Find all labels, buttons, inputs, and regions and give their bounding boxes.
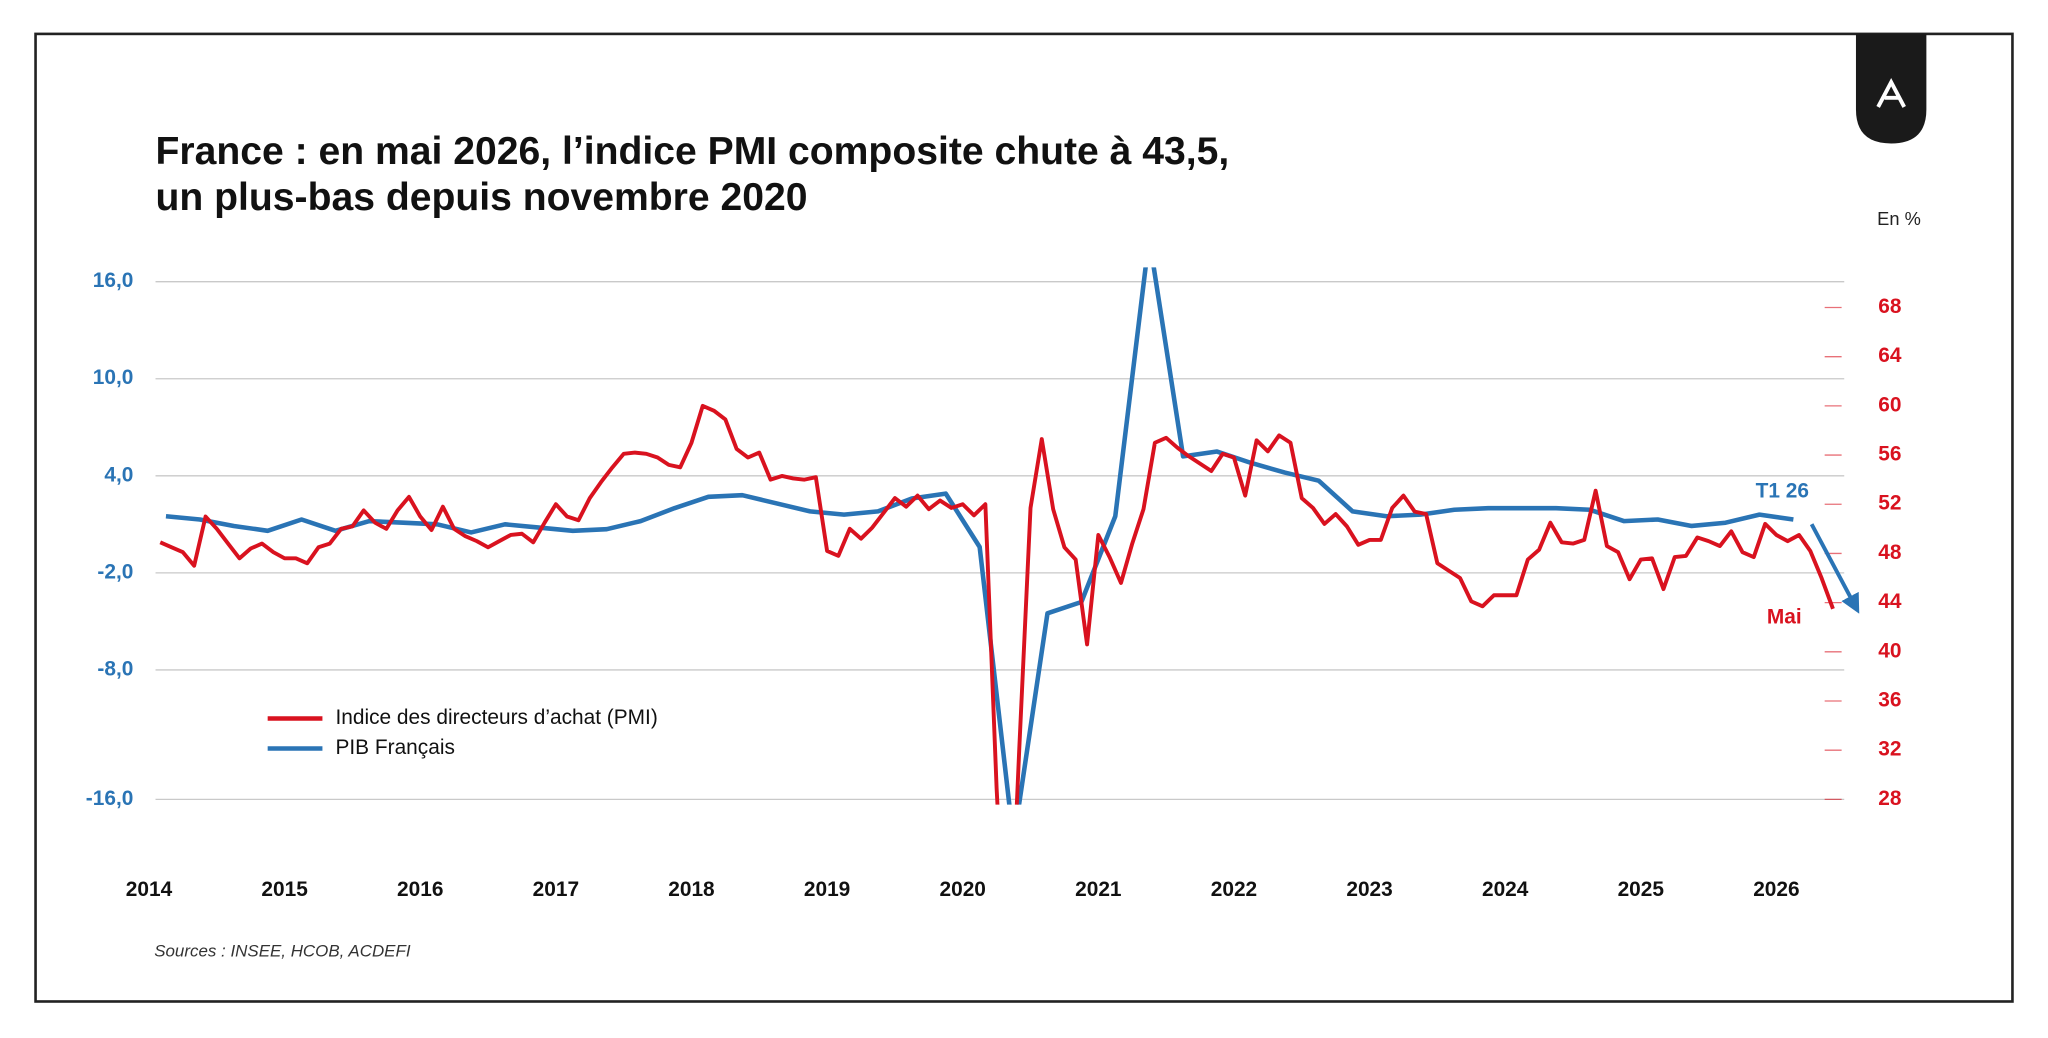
x-tick-label: 2020 bbox=[940, 878, 986, 901]
legend-label: Indice des directeurs d’achat (PMI) bbox=[335, 706, 657, 729]
x-tick-label: 2023 bbox=[1346, 878, 1392, 901]
y2-tick-label: 40 bbox=[1878, 639, 1901, 662]
y2-tick-label: 32 bbox=[1878, 738, 1901, 761]
unit-label: En % bbox=[1877, 208, 1921, 229]
trend-arrow bbox=[1809, 523, 1860, 614]
y-tick-label: 10,0 bbox=[93, 366, 134, 389]
y2-tick-label: 52 bbox=[1878, 492, 1901, 515]
logo-mark bbox=[1876, 77, 1906, 108]
y-tick-label: -8,0 bbox=[97, 657, 133, 680]
y2-tick-label: 64 bbox=[1878, 344, 1902, 367]
x-tick-label: 2015 bbox=[261, 878, 308, 901]
y2-tick-label: 60 bbox=[1878, 393, 1901, 416]
y2-tick-label: 68 bbox=[1878, 295, 1901, 318]
x-tick-label: 2024 bbox=[1482, 878, 1529, 901]
y-tick-label: 4,0 bbox=[104, 463, 133, 486]
y-tick-label: -2,0 bbox=[97, 560, 133, 583]
y2-tick-label: 56 bbox=[1878, 443, 1901, 466]
y2-tick-label: 44 bbox=[1878, 590, 1902, 613]
source: Sources : INSEE, HCOB, ACDEFI bbox=[154, 941, 411, 960]
x-tick-label: 2017 bbox=[533, 878, 579, 901]
x-tick-label: 2016 bbox=[397, 878, 443, 901]
frame bbox=[34, 32, 2014, 1003]
chart-title: France : en mai 2026, l’indice PMI compo… bbox=[156, 130, 1230, 173]
x-tick-label: 2021 bbox=[1075, 878, 1122, 901]
plot: 16,0 10,0 4,0 -2,0 -8,0 -16,0 28 32 36 40 44 48 52 56… bbox=[86, 267, 1902, 901]
series-line bbox=[159, 403, 1835, 805]
x-tick-label: 2018 bbox=[668, 878, 714, 901]
y2-tick-label: 36 bbox=[1878, 689, 1901, 712]
x-tick-label: 2025 bbox=[1618, 878, 1665, 901]
chart-title: un plus-bas depuis novembre 2020 bbox=[156, 176, 808, 219]
y2-tick-label: 28 bbox=[1878, 787, 1901, 810]
x-tick-label: 2022 bbox=[1211, 878, 1257, 901]
legend-label: PIB Français bbox=[335, 736, 454, 759]
x-tick-label: 2026 bbox=[1753, 878, 1799, 901]
annotation: Mai bbox=[1767, 605, 1802, 628]
y-tick-label: 16,0 bbox=[93, 269, 134, 292]
x-tick-label: 2014 bbox=[126, 878, 173, 901]
annotation: T1 26 bbox=[1756, 480, 1809, 503]
y2-tick-label: 48 bbox=[1878, 541, 1901, 564]
logo bbox=[1855, 33, 1927, 144]
series-line bbox=[165, 267, 1794, 805]
y-tick-label: -16,0 bbox=[86, 787, 134, 810]
x-tick-label: 2019 bbox=[804, 878, 850, 901]
